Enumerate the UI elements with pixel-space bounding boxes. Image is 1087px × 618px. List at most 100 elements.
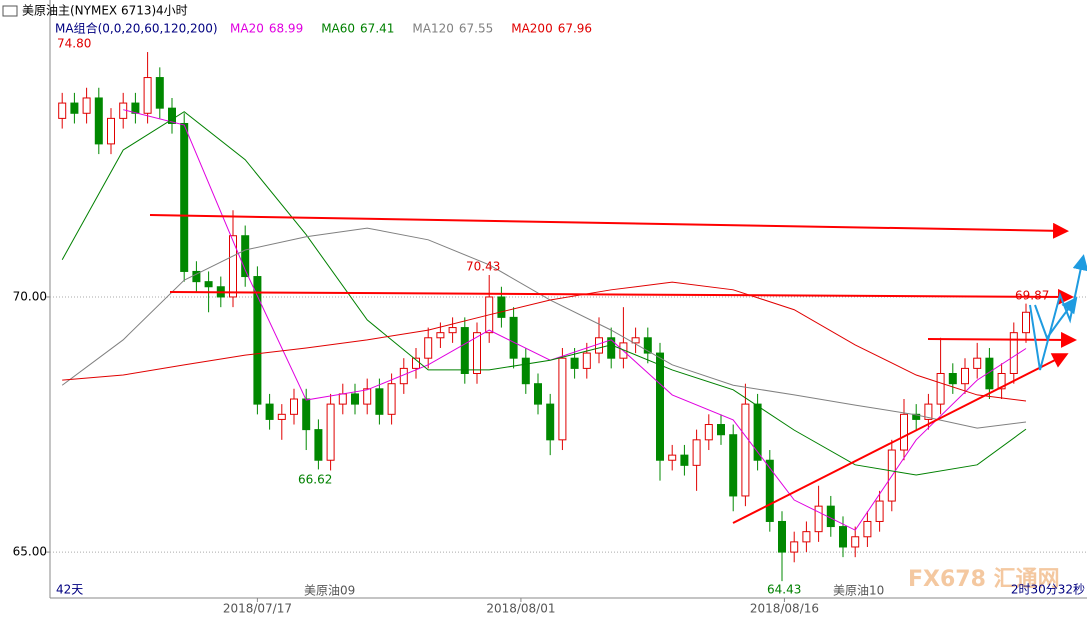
x-tick-label: 2018/07/17 [223,602,292,616]
candle-body [704,424,713,441]
candle-body [509,316,518,359]
period: 4小时 [156,4,188,18]
candle-body [961,367,969,385]
candle-body [521,357,530,385]
candle-body [460,327,469,374]
legend-name: MA20 [230,22,264,36]
candle-body [741,403,750,497]
candle-body [302,398,311,431]
trend-line [732,353,1069,524]
contract-label: 美原油09 [304,584,355,598]
legend-value: 68.99 [269,22,303,36]
candle-body [558,357,567,441]
candle-body [265,403,274,420]
candle-body [277,413,286,420]
candle-body [241,235,250,278]
y-tick-label: 70.00 [13,289,47,303]
trend-line [149,214,1069,239]
candle-body [1009,332,1018,374]
candle-body [924,403,933,420]
candle-body [717,424,725,436]
candle-body [70,102,79,114]
candle-body [253,276,262,405]
candle-body [448,327,457,334]
candle-body [936,372,945,405]
candle-body [912,413,921,420]
legend-value: 67.55 [459,22,493,36]
indicator: MA组合(0,0,20,60,120,200) [55,21,218,36]
candle-body [387,383,396,415]
ma-line [62,281,1027,402]
candle-body [497,296,506,318]
candle-body [863,520,872,538]
extreme-label: 69.87 [1015,289,1049,303]
candle-body [375,388,384,415]
legend-name: MA60 [321,22,355,36]
candle-body [1022,311,1030,334]
candle-body [680,454,689,466]
candle-body [192,270,201,283]
candle-body [338,393,347,405]
ma-line [123,109,1027,531]
candle-body [643,337,652,354]
candle-body [778,520,786,553]
candle-body [180,122,189,272]
candle-body [802,531,811,543]
forecast-arrow [1034,296,1078,341]
candle-body [204,281,213,288]
candle-body [900,413,908,451]
candle-body [839,526,847,548]
candle-body [790,541,799,553]
candle-body [290,398,298,415]
x-tick-label: 2018/08/01 [486,602,555,616]
candle-body [534,383,542,405]
candle-body [729,434,738,497]
watermark: FX678 汇通网 [908,567,1060,592]
legend-name: MA120 [412,22,453,36]
span-label: 42天 [56,583,83,597]
candle-body [168,107,176,124]
ma-line [61,111,1027,476]
candle-body [155,77,164,109]
candle-body [94,97,103,145]
x-tick-label: 2018/08/16 [750,602,819,616]
candle-body [656,352,664,461]
y-tick-label: 65.00 [13,545,47,559]
legend-value: 67.41 [360,22,394,36]
extreme-label: 64.43 [767,583,801,597]
candle-body [753,403,762,461]
candle-body [948,372,957,385]
candle-body [668,454,677,461]
candle-body [351,393,359,405]
candle-body [363,388,372,405]
menu-icon[interactable] [2,5,18,17]
extreme-label: 70.43 [466,260,500,274]
drawn-lines [149,214,1087,524]
candle-body [765,459,774,522]
candle-body [814,505,823,533]
candle-body [997,372,1006,390]
trend-line [169,288,1074,305]
candle-body [546,403,555,441]
countdown: 2时30分32秒 [1011,583,1085,597]
candle-body [82,97,91,114]
candle-body [692,439,701,466]
candle-body [58,102,67,119]
candle-body [436,332,445,339]
candle-body [851,536,860,548]
contract-label: 美原油10 [833,584,884,598]
legend-name: MA200 [511,22,552,36]
trend-line [927,331,1077,348]
legend-value: 67.96 [558,22,592,36]
candle-body [143,77,152,114]
extreme-label: 66.62 [298,473,332,487]
candle-body [595,337,603,354]
candle-body [582,352,591,369]
extreme-label: 74.80 [57,37,91,51]
candle-body [607,337,616,359]
candle-body [985,357,994,390]
candle-body [875,500,884,522]
candle-body [229,235,237,298]
